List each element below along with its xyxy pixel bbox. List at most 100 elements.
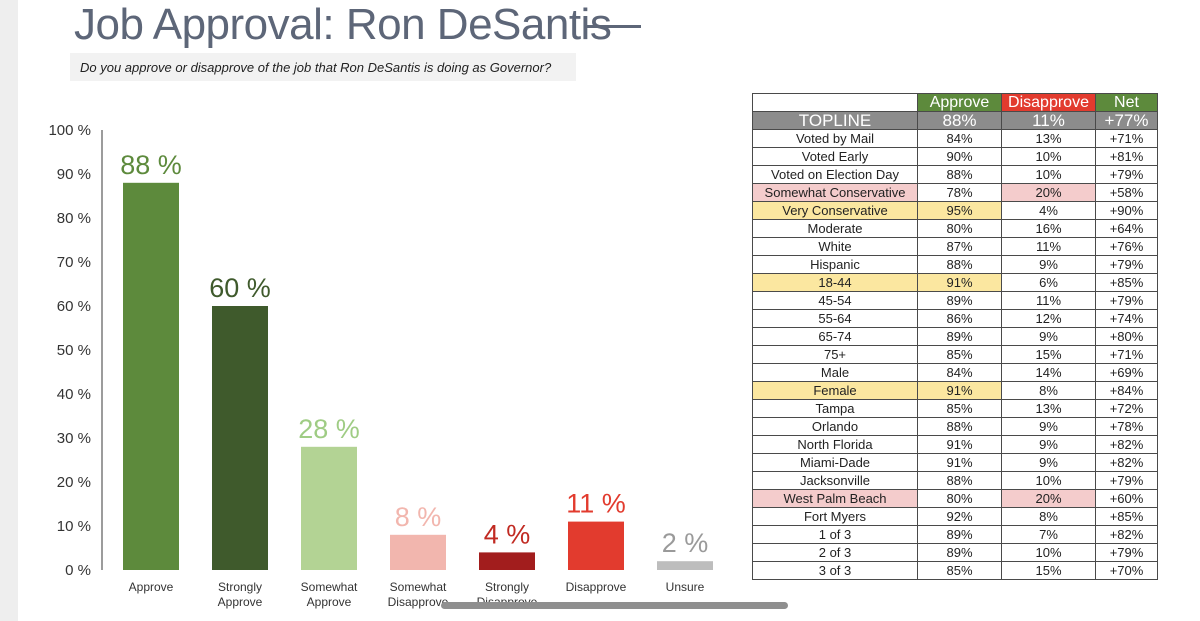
row-approve: 88% (917, 471, 1002, 490)
table-row: Orlando 88% 9% +78% (752, 417, 1158, 436)
page-edge (0, 0, 18, 621)
data-label: 88 % (120, 150, 182, 180)
row-approve: 91% (917, 273, 1002, 292)
horizontal-scrollbar[interactable] (441, 602, 788, 609)
row-approve: 88% (917, 165, 1002, 184)
row-approve: 84% (917, 363, 1002, 382)
table-row: White 87% 11% +76% (752, 237, 1158, 256)
row-label: West Palm Beach (752, 489, 918, 508)
y-tick-label: 0 % (65, 562, 91, 579)
topline-label: TOPLINE (752, 111, 918, 130)
row-disapprove: 8% (1001, 507, 1096, 526)
row-approve: 86% (917, 309, 1002, 328)
row-net: +82% (1095, 453, 1158, 472)
page-title: Job Approval: Ron DeSantis (74, 0, 612, 49)
y-tick-label: 80 % (57, 210, 91, 227)
bar (301, 446, 357, 570)
row-approve: 88% (917, 255, 1002, 274)
x-tick-label: Disapprove (388, 595, 449, 609)
row-disapprove: 13% (1001, 129, 1096, 148)
row-net: +64% (1095, 219, 1158, 238)
table-row: North Florida 91% 9% +82% (752, 435, 1158, 454)
row-approve: 91% (917, 435, 1002, 454)
row-net: +60% (1095, 489, 1158, 508)
row-disapprove: 10% (1001, 147, 1096, 166)
row-disapprove: 20% (1001, 183, 1096, 202)
row-label: 45-54 (752, 291, 918, 310)
table-row: Voted on Election Day 88% 10% +79% (752, 165, 1158, 184)
row-label: 1 of 3 (752, 525, 918, 544)
row-net: +85% (1095, 273, 1158, 292)
topline-disapprove: 11% (1001, 111, 1096, 130)
row-disapprove: 8% (1001, 381, 1096, 400)
data-label: 60 % (209, 273, 271, 303)
topline-row: TOPLINE 88% 11% +77% (752, 111, 1158, 130)
table-row: 18-44 91% 6% +85% (752, 273, 1158, 292)
table-row: Jacksonville 88% 10% +79% (752, 471, 1158, 490)
y-tick-label: 70 % (57, 254, 91, 271)
topline-approve: 88% (917, 111, 1002, 130)
row-approve: 84% (917, 129, 1002, 148)
y-tick-label: 100 % (48, 122, 91, 139)
row-label: White (752, 237, 918, 256)
row-net: +79% (1095, 291, 1158, 310)
row-net: +79% (1095, 165, 1158, 184)
topline-net: +77% (1095, 111, 1158, 130)
row-disapprove: 10% (1001, 165, 1096, 184)
bar (390, 534, 446, 570)
row-disapprove: 10% (1001, 471, 1096, 490)
row-approve: 80% (917, 219, 1002, 238)
approval-bar-chart: 100 % 90 % 80 % 70 % 60 % 50 % 40 % 30 % 20 % 10 … (48, 122, 713, 609)
table-row: West Palm Beach 80% 20% +60% (752, 489, 1158, 508)
row-net: +82% (1095, 525, 1158, 544)
data-label: 2 % (662, 528, 709, 558)
row-disapprove: 9% (1001, 255, 1096, 274)
table-row: 65-74 89% 9% +80% (752, 327, 1158, 346)
y-tick-label: 60 % (57, 298, 91, 315)
x-tick-label: Somewhat (301, 580, 358, 594)
x-tick-label: Approve (218, 595, 263, 609)
y-tick-label: 10 % (57, 518, 91, 535)
row-net: +76% (1095, 237, 1158, 256)
row-disapprove: 14% (1001, 363, 1096, 382)
row-approve: 91% (917, 381, 1002, 400)
row-disapprove: 12% (1001, 309, 1096, 328)
row-approve: 91% (917, 453, 1002, 472)
row-net: +74% (1095, 309, 1158, 328)
header-blank (752, 93, 918, 112)
table-row: Hispanic 88% 9% +79% (752, 255, 1158, 274)
y-tick-label: 30 % (57, 430, 91, 447)
row-net: +70% (1095, 561, 1158, 580)
row-disapprove: 9% (1001, 453, 1096, 472)
table-row: Male 84% 14% +69% (752, 363, 1158, 382)
row-label: Jacksonville (752, 471, 918, 490)
table-row: 45-54 89% 11% +79% (752, 291, 1158, 310)
row-disapprove: 11% (1001, 291, 1096, 310)
table-row: Somewhat Conservative 78% 20% +58% (752, 183, 1158, 202)
row-label: Moderate (752, 219, 918, 238)
row-disapprove: 6% (1001, 273, 1096, 292)
table-row: Voted by Mail 84% 13% +71% (752, 129, 1158, 148)
row-label: Male (752, 363, 918, 382)
data-label: 11 % (566, 489, 626, 519)
row-disapprove: 13% (1001, 399, 1096, 418)
bar (479, 552, 535, 570)
row-disapprove: 15% (1001, 345, 1096, 364)
row-net: +72% (1095, 399, 1158, 418)
bar (123, 182, 179, 571)
row-net: +69% (1095, 363, 1158, 382)
row-net: +58% (1095, 183, 1158, 202)
title-rule (584, 25, 641, 28)
row-net: +79% (1095, 471, 1158, 490)
row-label: Orlando (752, 417, 918, 436)
x-tick-label: Unsure (666, 580, 705, 594)
crosstab-table: Approve Disapprove Net TOPLINE 88% 11% +… (752, 93, 1158, 580)
row-disapprove: 15% (1001, 561, 1096, 580)
row-label: Female (752, 381, 918, 400)
row-label: Voted Early (752, 147, 918, 166)
row-approve: 89% (917, 543, 1002, 562)
row-label: Fort Myers (752, 507, 918, 526)
bar (657, 561, 713, 570)
data-label: 4 % (484, 519, 531, 549)
row-disapprove: 9% (1001, 417, 1096, 436)
